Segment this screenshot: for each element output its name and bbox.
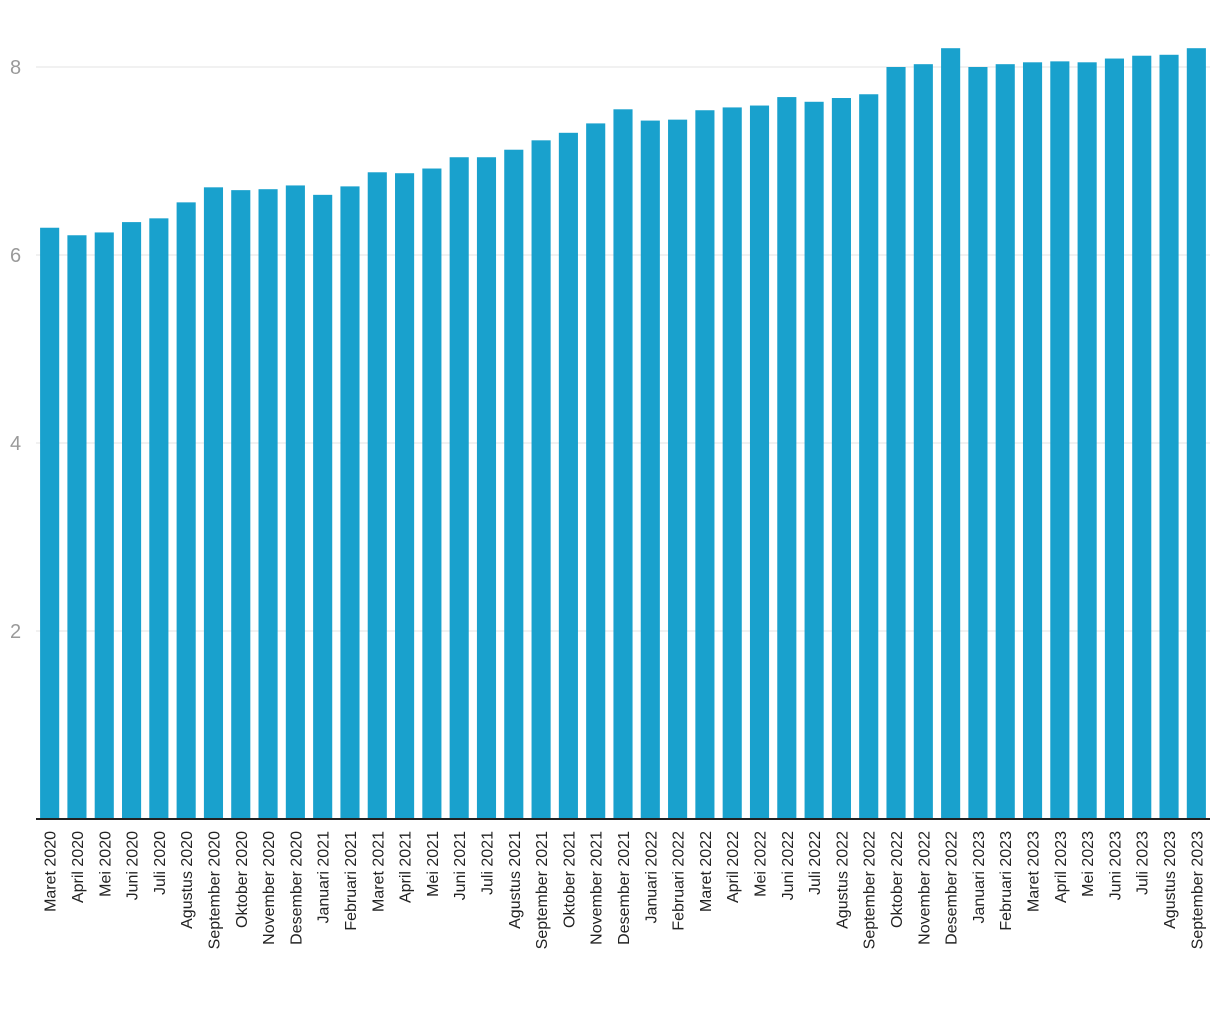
x-tick-label: Juni 2020 [125,831,142,900]
x-tick-label: April 2023 [1053,831,1070,903]
bar [586,123,606,819]
x-tick-label: Juli 2021 [479,831,496,895]
bar [613,109,633,820]
bar [40,227,60,820]
bar [67,235,87,819]
axes: 2 4 6 8 Maret 2020 April 2020 Mei 2020 Juni 202… [10,57,1210,949]
x-tick-label: Desember 2021 [616,831,633,945]
bar [831,98,851,819]
bar [913,64,933,820]
bar [367,172,387,819]
y-tick-label: 6 [10,245,21,267]
bar [203,187,224,819]
bar [340,186,360,819]
x-tick-label: April 2020 [70,831,87,903]
x-tick-label: Maret 2022 [698,831,715,912]
bar [777,97,797,819]
x-tick-label: September 2021 [534,831,551,949]
x-tick-label: Oktober 2022 [889,831,906,928]
bar [722,107,742,820]
bars [40,48,1206,820]
bar [804,101,824,819]
bar [668,119,688,819]
x-tick-label: Desember 2022 [944,831,961,945]
bar [422,168,442,819]
bar [749,105,770,820]
bar [886,67,906,819]
x-tick-label: April 2022 [725,831,742,903]
bar [285,185,305,819]
x-tick-label: Januari 2023 [971,831,988,924]
bar [558,132,578,820]
x-tick-label: September 2023 [1189,831,1206,949]
bar [1050,61,1070,820]
bar [1186,48,1206,819]
x-tick-label: Mei 2023 [1080,831,1097,897]
bar [1159,54,1179,819]
bar [1132,55,1152,820]
bar [476,157,497,820]
bar [94,232,114,819]
x-tick-label: Oktober 2020 [234,831,251,928]
x-tick-label: Mei 2021 [425,831,442,897]
x-tick-label: Februari 2023 [998,831,1015,931]
x-tick-label: Maret 2023 [1026,831,1043,912]
x-tick-label: Juni 2021 [452,831,469,900]
bar [258,189,278,819]
bar [995,64,1015,820]
bar [1022,62,1043,820]
bar [531,140,551,819]
x-tick-label: Agustus 2022 [834,831,851,929]
bar [1077,62,1097,820]
x-tick-label: Oktober 2021 [561,831,578,928]
y-tick-label: 2 [10,621,21,643]
x-tick-label: Agustus 2023 [1162,831,1179,929]
x-tick-label: September 2020 [206,831,223,949]
x-tick-label: Mei 2022 [753,831,770,897]
x-tick-label: Agustus 2021 [507,831,524,929]
x-tick-label: Februari 2022 [671,831,688,931]
x-tick-label: Januari 2022 [643,831,660,924]
bar [149,218,169,820]
y-tick-label: 4 [10,433,21,455]
x-tick-label: Maret 2021 [370,831,387,912]
x-tick-label: April 2021 [398,831,415,903]
bar [695,110,715,820]
bar [449,157,469,820]
x-tick-label: November 2020 [261,831,278,945]
x-tick-label: November 2022 [916,831,933,945]
bar [313,194,333,820]
x-tick-label: Juli 2023 [1135,831,1152,895]
bar [640,120,660,819]
x-tick-label: Maret 2020 [43,831,60,912]
x-tick-label: November 2021 [589,831,606,945]
y-tick-label: 8 [10,57,21,79]
bar [504,149,524,820]
x-tick-label: Desember 2020 [288,831,305,945]
x-tick-label: September 2022 [862,831,879,949]
x-tick-label: Juni 2022 [780,831,797,900]
x-tick-label: Januari 2021 [316,831,333,924]
bar [395,173,415,820]
bar [231,190,251,819]
x-tick-label: Juli 2022 [807,831,824,895]
bar [859,94,879,819]
x-tick-label: Mei 2020 [97,831,114,897]
bar [968,67,988,819]
bar [122,222,142,820]
x-tick-label: Februari 2021 [343,831,360,931]
x-tick-label: Juli 2020 [152,831,169,895]
bar [1104,58,1124,820]
x-tick-label: Agustus 2020 [179,831,196,929]
bar [941,48,961,819]
bar [176,202,196,820]
x-tick-label: Juni 2023 [1107,831,1124,900]
